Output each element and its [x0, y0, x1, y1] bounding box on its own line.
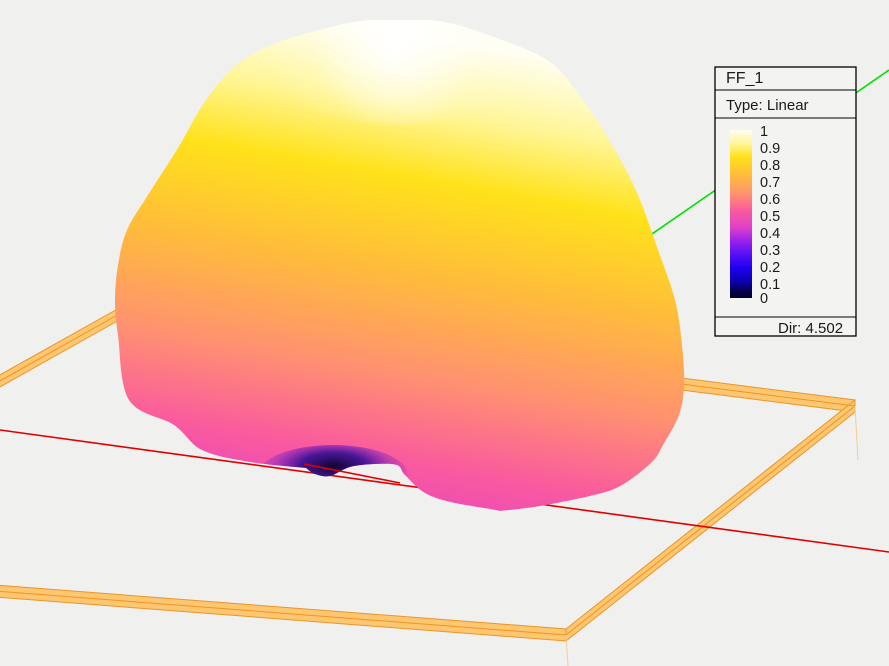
svg-text:Dir: 4.502: Dir: 4.502: [778, 320, 843, 337]
svg-text:1: 1: [760, 124, 768, 140]
svg-text:0.8: 0.8: [760, 158, 780, 174]
svg-text:0: 0: [760, 291, 768, 307]
svg-text:0.9: 0.9: [760, 141, 780, 157]
svg-text:0.2: 0.2: [760, 260, 780, 276]
svg-text:0.3: 0.3: [760, 243, 780, 259]
svg-text:0.4: 0.4: [760, 226, 780, 242]
svg-text:FF_1: FF_1: [726, 70, 763, 87]
svg-text:Type: Linear: Type: Linear: [726, 97, 809, 114]
svg-text:0.5: 0.5: [760, 209, 780, 225]
svg-text:0.6: 0.6: [760, 192, 780, 208]
svg-text:0.7: 0.7: [760, 175, 780, 191]
